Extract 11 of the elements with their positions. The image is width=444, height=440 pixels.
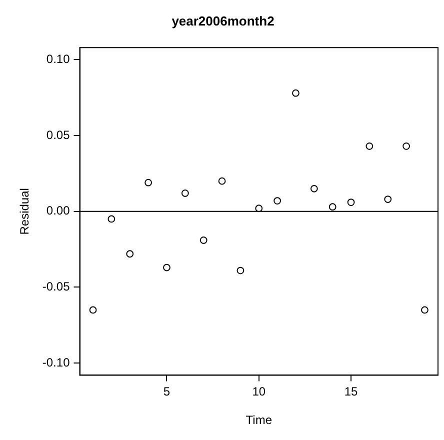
chart-title: year2006month2 [172, 13, 274, 28]
x-axis-title: Time [246, 413, 272, 428]
y-axis-title: Residual [18, 188, 32, 235]
x-tick-label: 5 [163, 384, 170, 399]
y-tick-label: 0.00 [46, 204, 70, 218]
y-tick-label: -0.10 [42, 355, 70, 370]
y-tick-label: 0.10 [46, 52, 70, 66]
y-tick-label: -0.05 [42, 280, 70, 294]
y-tick-label: 0.05 [46, 128, 70, 142]
x-tick-label: 10 [252, 384, 266, 399]
x-tick-label: 15 [344, 384, 358, 399]
